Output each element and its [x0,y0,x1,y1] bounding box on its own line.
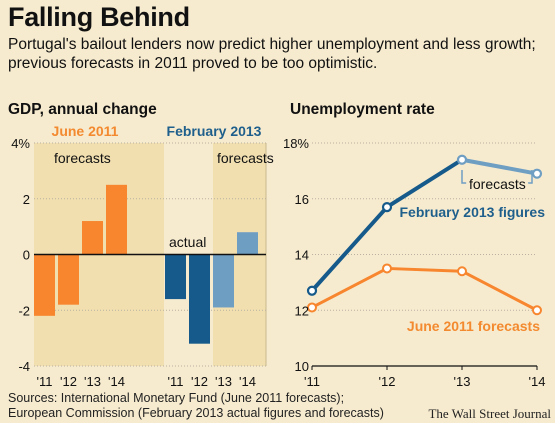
unemployment-lines [306,154,543,316]
unemployment-y-tick: 10 [295,359,309,374]
sources-line-2: European Commission (February 2013 actua… [8,406,384,420]
june-2011-point-1 [382,263,392,274]
gdp-y-tick: -2 [18,303,30,318]
gdp-x-tick: '12 [60,374,77,389]
gdp-y-tick: 0 [23,248,30,263]
june-2011-point-2 [457,266,467,277]
february-2013-point-0 [306,285,318,296]
gdp-x-tick: '13 [215,374,232,389]
june-2011-bar-1 [58,254,79,305]
unemployment-gridlines [311,142,538,370]
unemployment-forecasts-label: forecasts [469,176,526,192]
gdp-y-tick: -4 [18,359,30,374]
gdp-x-tick: '14 [108,374,125,389]
credit-line: The Wall Street Journal [428,406,551,421]
unemployment-x-tick: '12 [379,374,396,389]
february-2013-forecasts-label: forecasts [217,150,274,166]
june-2011-series-label: June 2011 forecasts [407,318,540,334]
gdp-x-tick: '12 [191,374,208,389]
unemployment-y-tick: 12 [295,303,309,318]
june-2011-panel-label: June 2011 [52,123,119,139]
unemployment-x-tick: '13 [454,374,471,389]
june-2011-point-3 [532,305,542,316]
sources-line-1: Sources: International Monetary Fund (Ju… [8,391,345,405]
unemployment-y-tick: 16 [295,192,309,207]
unemployment-y-tick: 18% [283,136,309,151]
june-2011-line [311,266,538,312]
february-2013-bar-2 [213,254,234,308]
june-2011-bar-0 [34,254,55,316]
february-2013-bar-1 [189,254,210,344]
gdp-chart: GDP, annual change 4% 2 0 -2 -4 June 201… [8,101,274,389]
february-2013-panel-label: February 2013 [167,123,262,139]
june-2011-forecasts-label: forecasts [54,150,111,166]
unemployment-x-tick: '11 [304,374,320,389]
unemployment-x-tick: '14 [529,374,546,389]
february-2013-actual-label: actual [169,234,206,250]
gdp-y-tick: 2 [23,192,30,207]
gdp-bars [34,184,258,344]
gdp-x-tick: '11 [168,374,184,389]
february-2013-series-label: February 2013 figures [399,204,545,220]
february-2013-point-1 [381,202,393,213]
chart-subtitle: Portugal's bailout lenders now predict h… [8,36,536,72]
february-2013-forecast-line [461,157,538,176]
june-2011-bar-3 [106,184,127,255]
gdp-x-tick: '13 [84,374,101,389]
unemployment-chart-title: Unemployment rate [290,101,435,118]
february-2013-bar-3 [237,232,258,255]
unemployment-chart: Unemployment rate 18% 16 14 12 10 '11 '1… [283,101,546,389]
june-2011-bar-2 [82,221,103,255]
february-2013-point-3 [531,168,543,179]
june-2011-point-0 [307,302,317,313]
gdp-chart-title: GDP, annual change [8,101,157,118]
february-2013-bar-0 [165,254,186,300]
gdp-x-tick: '14 [239,374,256,389]
gdp-x-tick: '11 [37,374,53,389]
unemployment-y-tick: 14 [295,248,309,263]
chart-title: Falling Behind [8,2,190,32]
february-2013-point-2 [456,154,468,165]
gdp-y-tick: 4% [11,136,30,151]
forecasts-bracket [461,170,533,184]
